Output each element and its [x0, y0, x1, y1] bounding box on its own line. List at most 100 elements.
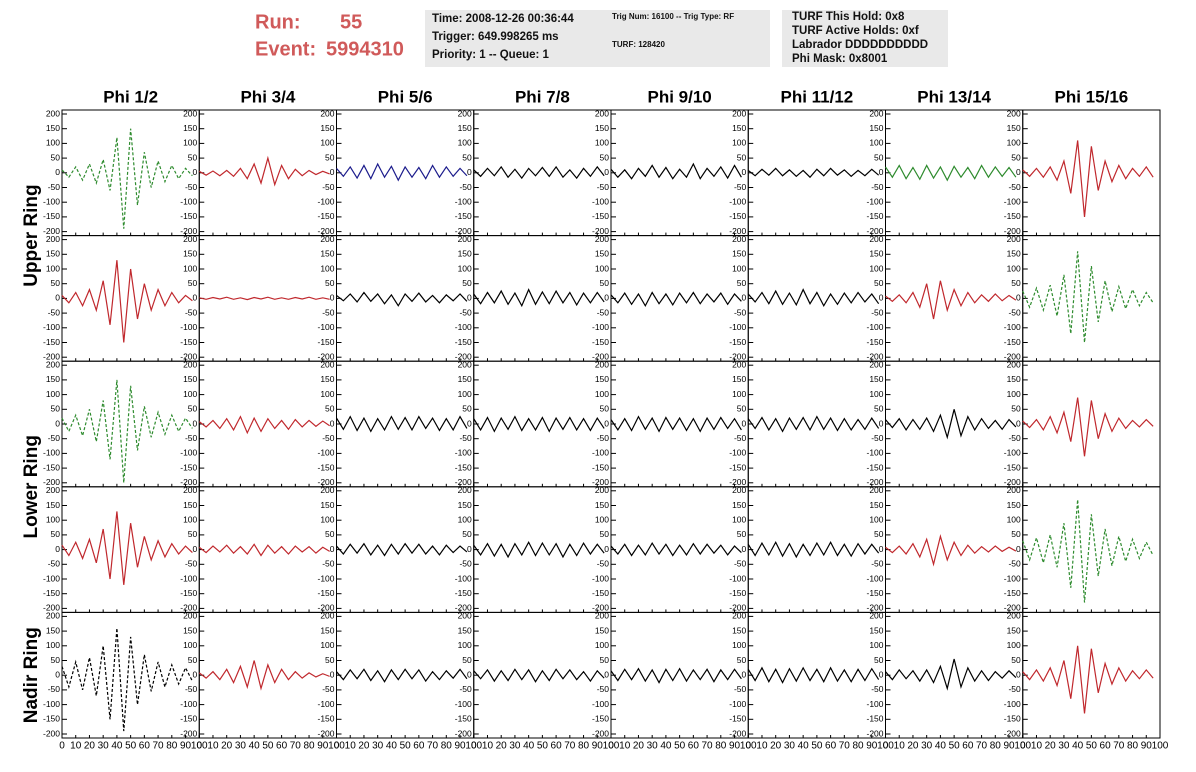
y-tick-label: 150: [732, 123, 746, 133]
x-tick-label: 30: [509, 741, 521, 752]
y-tick-label: -200: [180, 351, 197, 361]
x-tick-label: 0: [608, 741, 614, 752]
y-tick-label: 0: [193, 669, 198, 679]
x-tick-label: 60: [825, 741, 837, 752]
waveform: [885, 280, 1017, 320]
y-tick-label: -100: [317, 196, 334, 206]
waveform: [1022, 645, 1154, 714]
y-tick-label: 0: [467, 167, 472, 177]
y-tick-label: 0: [1016, 669, 1021, 679]
y-tick-label: -50: [185, 559, 198, 569]
y-tick-label: -50: [734, 182, 747, 192]
y-tick-label: -150: [729, 588, 746, 598]
y-tick-label: 50: [874, 404, 884, 414]
x-tick-label: 20: [907, 741, 919, 752]
y-tick-label: 50: [188, 278, 198, 288]
y-tick-label: 100: [869, 389, 883, 399]
x-tick-label: 60: [413, 741, 425, 752]
y-tick-label: -100: [455, 448, 472, 458]
panel-frame: [610, 611, 749, 739]
waveform: [1022, 397, 1154, 457]
y-tick-label: 200: [320, 485, 334, 495]
panel-frame: [610, 486, 749, 613]
y-tick-label: 0: [330, 418, 335, 428]
x-tick-label: 50: [400, 741, 412, 752]
y-tick-label: 50: [188, 404, 198, 414]
y-tick-label: 100: [46, 514, 60, 524]
y-tick-label: -50: [48, 559, 61, 569]
y-tick-label: 200: [183, 359, 197, 369]
y-tick-label: -200: [592, 226, 609, 236]
y-tick-label: 50: [51, 278, 61, 288]
x-tick-label: 60: [276, 741, 288, 752]
y-tick-label: 100: [46, 389, 60, 399]
y-tick-label: -200: [866, 477, 883, 487]
panel-frame: [336, 611, 475, 739]
y-tick-label: -150: [729, 337, 746, 347]
y-tick-label: -50: [459, 684, 472, 694]
y-tick-label: 50: [462, 152, 472, 162]
waveform: [885, 658, 1017, 691]
y-tick-label: 200: [320, 359, 334, 369]
y-tick-label: 100: [869, 138, 883, 148]
y-tick-label: 0: [742, 669, 747, 679]
waveform: [473, 288, 605, 308]
panel-frame: [610, 235, 749, 362]
y-tick-label: -150: [866, 337, 883, 347]
panel-frame: [1022, 611, 1161, 739]
panel-frame: [747, 235, 886, 362]
y-tick-label: 150: [595, 249, 609, 259]
y-tick-label: 150: [1007, 625, 1021, 635]
info-line: Phi Mask: 0x8001: [792, 53, 888, 65]
x-tick-label: 50: [674, 741, 686, 752]
y-tick-label: 0: [193, 167, 198, 177]
y-tick-label: -100: [592, 322, 609, 332]
y-tick-label: 150: [320, 123, 334, 133]
y-tick-label: -200: [180, 226, 197, 236]
y-tick-label: 100: [732, 640, 746, 650]
y-tick-label: -100: [866, 448, 883, 458]
y-tick-label: 100: [183, 138, 197, 148]
waveform: [1022, 499, 1154, 603]
panel-frame: [885, 486, 1024, 613]
y-tick-label: 200: [595, 611, 609, 621]
y-tick-label: -200: [1004, 603, 1021, 613]
x-tick-label: 70: [839, 741, 851, 752]
info-line: TURF This Hold: 0x8: [792, 11, 905, 23]
y-tick-label: 100: [46, 138, 60, 148]
waveform: [747, 666, 880, 684]
panel-frame: [885, 235, 1024, 362]
column-title: Phi 13/14: [917, 87, 991, 106]
y-tick-label: -200: [866, 728, 883, 738]
y-tick-label: -200: [866, 603, 883, 613]
x-tick-label: 50: [811, 741, 823, 752]
y-tick-label: 0: [742, 418, 747, 428]
y-tick-label: 200: [1007, 234, 1021, 244]
y-tick-label: -150: [455, 337, 472, 347]
y-tick-label: 200: [458, 611, 472, 621]
y-tick-label: -150: [455, 714, 472, 724]
x-tick-label: 100: [465, 741, 482, 752]
y-tick-label: 150: [320, 500, 334, 510]
panel-frame: [473, 486, 612, 613]
x-tick-label: 50: [262, 741, 274, 752]
y-tick-label: 200: [732, 611, 746, 621]
info-line: Labrador DDDDDDDDDD: [792, 39, 928, 51]
y-tick-label: -150: [592, 211, 609, 221]
x-tick-label: 20: [84, 741, 96, 752]
y-tick-label: -200: [455, 603, 472, 613]
y-tick-label: -50: [322, 433, 335, 443]
y-tick-label: 150: [595, 123, 609, 133]
y-tick-label: 200: [732, 485, 746, 495]
y-tick-label: 0: [1016, 293, 1021, 303]
y-tick-label: -100: [729, 322, 746, 332]
y-tick-label: 100: [320, 640, 334, 650]
y-tick-label: 50: [737, 404, 747, 414]
waveform: [610, 667, 742, 684]
x-tick-label: 90: [729, 741, 741, 752]
y-tick-label: 200: [183, 234, 197, 244]
y-tick-label: -100: [1004, 322, 1021, 332]
y-tick-label: -50: [322, 559, 335, 569]
column-title: Phi 1/2: [103, 87, 158, 106]
